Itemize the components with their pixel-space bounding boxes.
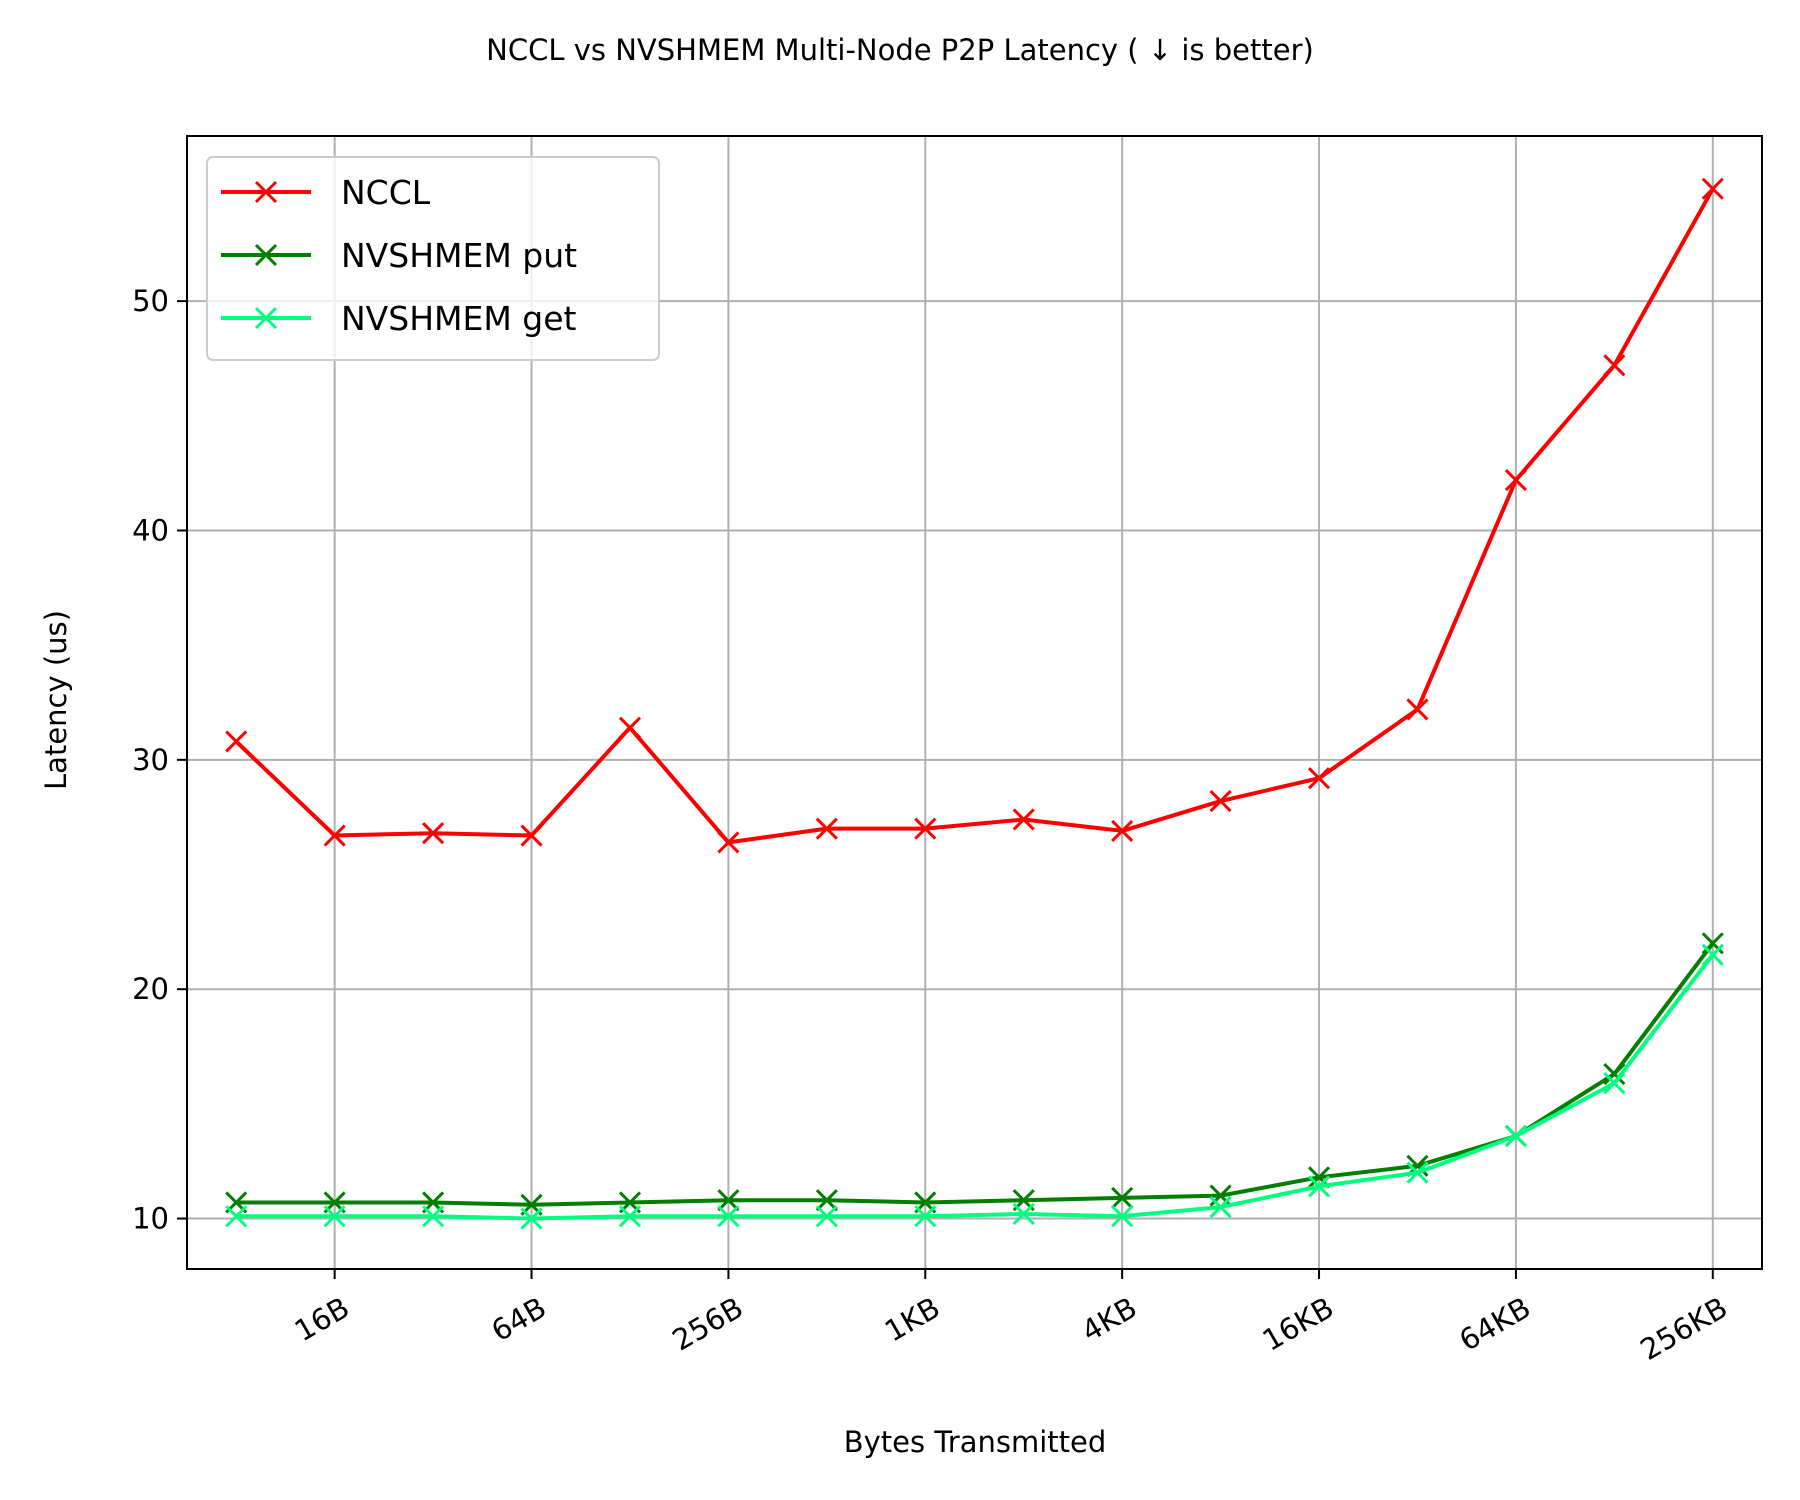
series-nvshmem-get [225,943,1724,1230]
series-line [236,953,1715,1221]
legend-entry: NVSHMEM put [221,236,577,275]
data-point [1603,354,1626,377]
data-point [618,1205,642,1228]
data-point [1603,1072,1626,1095]
data-point [1603,1062,1626,1086]
data-point [1701,177,1724,200]
legend-label: NVSHMEM get [341,299,577,338]
data-point [1111,1186,1134,1209]
data-point [520,824,543,847]
data-point [1504,468,1527,492]
data-point [1111,1205,1134,1228]
x-tick-label: 16B [289,1290,355,1348]
legend-entry: NVSHMEM get [221,299,577,338]
data-point [717,1205,740,1228]
x-tick-label: 4KB [1076,1290,1143,1348]
series-line [234,187,1715,845]
legend-marker [254,243,278,267]
data-point [1701,943,1724,966]
data-point [914,1205,937,1228]
data-point [618,716,642,739]
data-point [914,817,937,840]
y-tick-label: 40 [132,513,169,547]
data-point [422,822,445,845]
data-point [225,730,248,753]
data-point [1012,808,1035,831]
y-tick-label: 50 [132,284,169,318]
grid-lines [187,136,1762,1269]
chart-title: NCCL vs NVSHMEM Multi-Node P2P Latency (… [486,33,1314,67]
y-axis-label: Latency (us) [39,610,73,790]
y-tick-label: 30 [132,743,169,777]
legend-label: NVSHMEM put [341,236,577,275]
x-tick-label: 1KB [879,1290,946,1348]
data-point [323,824,346,847]
data-point [1111,819,1134,842]
series-line [236,942,1715,1207]
data-point [422,1205,445,1228]
x-axis-label: Bytes Transmitted [844,1425,1107,1459]
series-lines [225,177,1724,1230]
x-tick-label: 64B [486,1290,552,1348]
legend-marker [254,306,278,330]
axes [177,135,1763,1279]
series-nccl [225,177,1724,854]
data-point [815,817,838,840]
legend-entry: NCCL [221,173,431,212]
data-point [815,1189,838,1212]
data-point [520,1207,543,1230]
legend-label: NCCL [341,173,431,212]
data-point [1504,1124,1527,1148]
plot-frame [186,135,1763,1270]
x-tick-label: 16KB [1257,1290,1340,1357]
legend-marker [254,180,278,204]
data-point [815,1205,838,1228]
data-point [1012,1202,1035,1226]
data-point [1307,767,1331,790]
data-point [717,831,740,854]
data-point [717,1189,740,1212]
x-tick-label: 256B [667,1290,749,1357]
data-point [225,1205,248,1228]
x-tick-label: 64KB [1454,1290,1537,1357]
series-nvshmem-put [225,932,1724,1216]
legend: NCCL NVSHMEM put NVSHMEM get [206,156,660,361]
legend-box [206,156,660,361]
data-point [1209,1196,1232,1219]
y-tick-label: 20 [132,972,169,1006]
data-point [1406,1161,1429,1184]
x-tick-label: 256KB [1634,1290,1733,1367]
y-tick-label: 10 [132,1202,169,1236]
data-point [1307,1175,1331,1198]
data-point [1209,790,1232,813]
data-point [323,1205,346,1228]
data-point [1406,698,1429,721]
